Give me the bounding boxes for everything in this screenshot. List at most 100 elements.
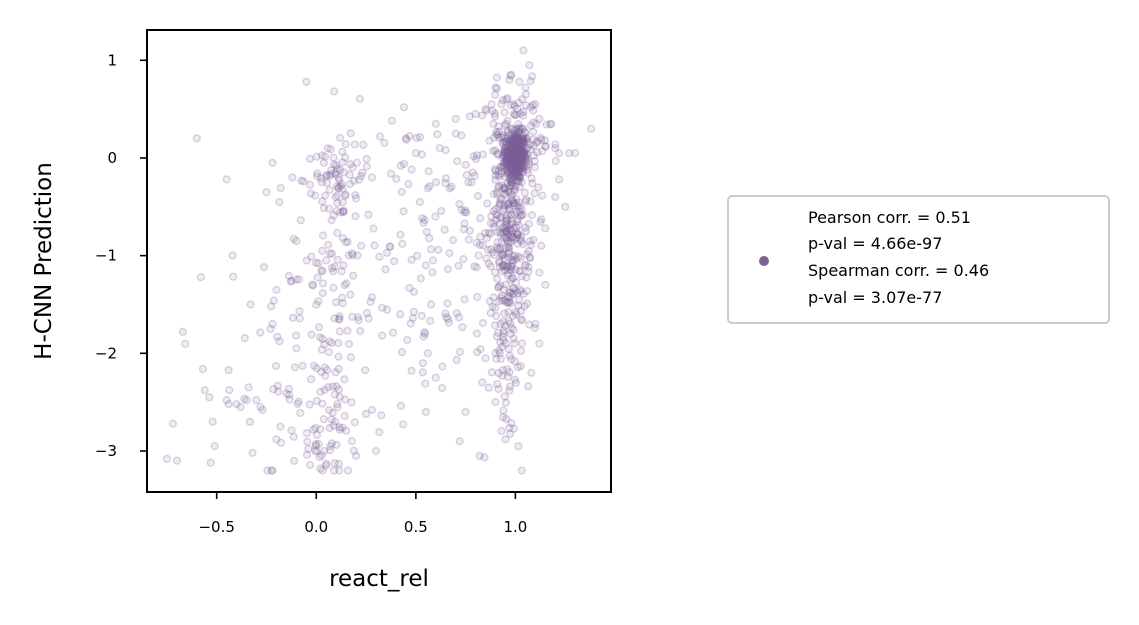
- data-point: [502, 147, 511, 156]
- data-point: [309, 425, 318, 434]
- data-point: [341, 153, 350, 162]
- data-point: [491, 146, 500, 155]
- data-point: [511, 161, 520, 170]
- data-point: [510, 153, 519, 163]
- data-point: [493, 228, 502, 237]
- data-point: [500, 147, 509, 156]
- data-point: [518, 159, 527, 169]
- data-point: [551, 140, 560, 149]
- data-point: [338, 198, 347, 207]
- data-point: [524, 247, 533, 256]
- data-point: [505, 247, 514, 256]
- data-point: [510, 146, 519, 155]
- data-point: [489, 293, 498, 302]
- data-point: [444, 318, 454, 327]
- data-point: [321, 371, 330, 380]
- data-point: [512, 151, 521, 160]
- data-point: [506, 144, 516, 153]
- data-point: [499, 133, 509, 142]
- data-point: [515, 158, 524, 167]
- data-point: [517, 146, 526, 155]
- data-point: [513, 159, 523, 168]
- data-point: [514, 442, 523, 451]
- data-point: [244, 383, 253, 392]
- data-point: [518, 95, 527, 104]
- data-point: [504, 136, 513, 145]
- data-point: [512, 141, 522, 151]
- data-point: [512, 145, 521, 154]
- data-point: [517, 178, 526, 187]
- data-point: [530, 323, 539, 333]
- data-point: [377, 411, 386, 420]
- data-point: [522, 137, 532, 146]
- data-point: [511, 167, 521, 177]
- data-point: [315, 453, 324, 462]
- data-point: [431, 178, 441, 187]
- data-point: [516, 211, 526, 220]
- data-point: [502, 216, 511, 225]
- data-point: [511, 141, 521, 150]
- data-point: [338, 234, 348, 243]
- data-point: [497, 296, 507, 305]
- data-point: [506, 172, 515, 181]
- data-point: [483, 199, 492, 208]
- data-point: [514, 150, 523, 160]
- data-point: [496, 228, 505, 237]
- data-point: [421, 379, 430, 388]
- data-point: [517, 134, 527, 143]
- data-point: [491, 166, 500, 175]
- data-point: [510, 134, 520, 143]
- data-point: [493, 190, 502, 199]
- data-point: [507, 152, 516, 161]
- data-point: [518, 124, 527, 133]
- data-point: [510, 136, 520, 145]
- data-point: [519, 150, 528, 159]
- data-point: [502, 151, 512, 160]
- data-point: [514, 151, 524, 161]
- data-point: [484, 245, 493, 255]
- data-point: [506, 187, 515, 197]
- data-point: [488, 248, 497, 257]
- data-point: [508, 158, 517, 167]
- data-point: [510, 151, 519, 161]
- data-point: [508, 170, 517, 180]
- data-point: [546, 120, 555, 129]
- data-point: [491, 303, 500, 312]
- data-point: [474, 251, 483, 260]
- data-point: [510, 375, 520, 384]
- data-point: [517, 237, 526, 246]
- data-point: [348, 249, 357, 258]
- data-point: [336, 182, 345, 191]
- data-point: [508, 135, 517, 144]
- data-point: [520, 188, 529, 197]
- data-point: [507, 150, 516, 159]
- data-point: [509, 325, 518, 334]
- data-point: [441, 146, 450, 155]
- data-point: [514, 119, 523, 129]
- data-point: [518, 143, 527, 153]
- data-point: [359, 140, 368, 149]
- data-point: [497, 426, 506, 436]
- data-point: [522, 161, 532, 170]
- data-point: [276, 184, 285, 193]
- data-point: [357, 171, 366, 181]
- data-point: [489, 133, 499, 142]
- data-point: [318, 466, 327, 475]
- data-point: [499, 184, 508, 193]
- data-point: [514, 139, 523, 148]
- data-point: [514, 146, 523, 155]
- data-point: [506, 237, 515, 247]
- data-point: [327, 166, 336, 175]
- data-point: [524, 157, 533, 166]
- data-point: [571, 149, 580, 158]
- data-point: [334, 173, 343, 182]
- data-point: [413, 251, 422, 260]
- data-point: [536, 217, 545, 227]
- data-point: [505, 202, 514, 211]
- data-point: [501, 190, 510, 199]
- data-point: [415, 197, 424, 207]
- data-point: [493, 245, 503, 254]
- data-point: [496, 162, 505, 172]
- data-point: [505, 205, 514, 214]
- data-point: [330, 262, 339, 271]
